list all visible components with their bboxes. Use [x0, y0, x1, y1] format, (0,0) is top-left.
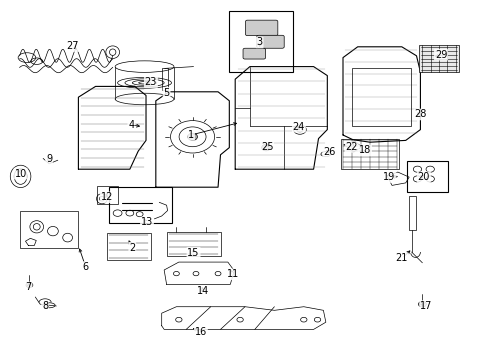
Text: 14: 14	[197, 286, 210, 296]
Bar	[352, 68, 411, 126]
Text: 18: 18	[359, 145, 371, 156]
Bar	[97, 186, 118, 204]
Text: 21: 21	[395, 253, 408, 264]
FancyBboxPatch shape	[243, 48, 266, 59]
Bar	[109, 187, 172, 223]
Ellipse shape	[188, 133, 197, 140]
Text: 6: 6	[83, 262, 89, 272]
Text: 1: 1	[188, 130, 194, 140]
Text: 29: 29	[435, 50, 447, 60]
Ellipse shape	[26, 283, 33, 288]
FancyBboxPatch shape	[257, 35, 284, 48]
Text: 24: 24	[293, 122, 305, 132]
Text: 12: 12	[100, 192, 113, 202]
Text: 5: 5	[164, 88, 170, 98]
Text: 25: 25	[261, 142, 273, 152]
Text: 7: 7	[25, 282, 31, 292]
Bar	[407, 161, 448, 192]
Text: 4: 4	[128, 120, 134, 130]
Text: 8: 8	[42, 301, 48, 311]
Text: 17: 17	[420, 301, 433, 311]
Text: 22: 22	[345, 142, 358, 152]
Bar	[162, 68, 168, 90]
Bar	[409, 196, 416, 230]
Text: 3: 3	[257, 37, 263, 48]
Text: 19: 19	[384, 172, 396, 182]
Text: 15: 15	[187, 248, 200, 258]
Text: 27: 27	[66, 41, 79, 51]
Bar	[229, 11, 293, 72]
Text: 11: 11	[226, 269, 239, 279]
Bar	[20, 211, 78, 248]
Bar	[107, 233, 151, 260]
Text: 23: 23	[145, 77, 157, 87]
Ellipse shape	[418, 301, 426, 307]
FancyBboxPatch shape	[245, 20, 278, 36]
Text: 9: 9	[46, 154, 52, 164]
Bar	[419, 45, 459, 72]
Text: 2: 2	[129, 243, 135, 253]
Text: 10: 10	[15, 168, 27, 179]
Text: 28: 28	[414, 109, 427, 120]
Text: 26: 26	[323, 147, 336, 157]
Text: 13: 13	[141, 217, 153, 228]
Text: 20: 20	[417, 172, 430, 182]
Ellipse shape	[262, 144, 270, 151]
Bar	[341, 139, 399, 169]
Bar	[167, 232, 220, 256]
Text: 16: 16	[195, 327, 207, 337]
